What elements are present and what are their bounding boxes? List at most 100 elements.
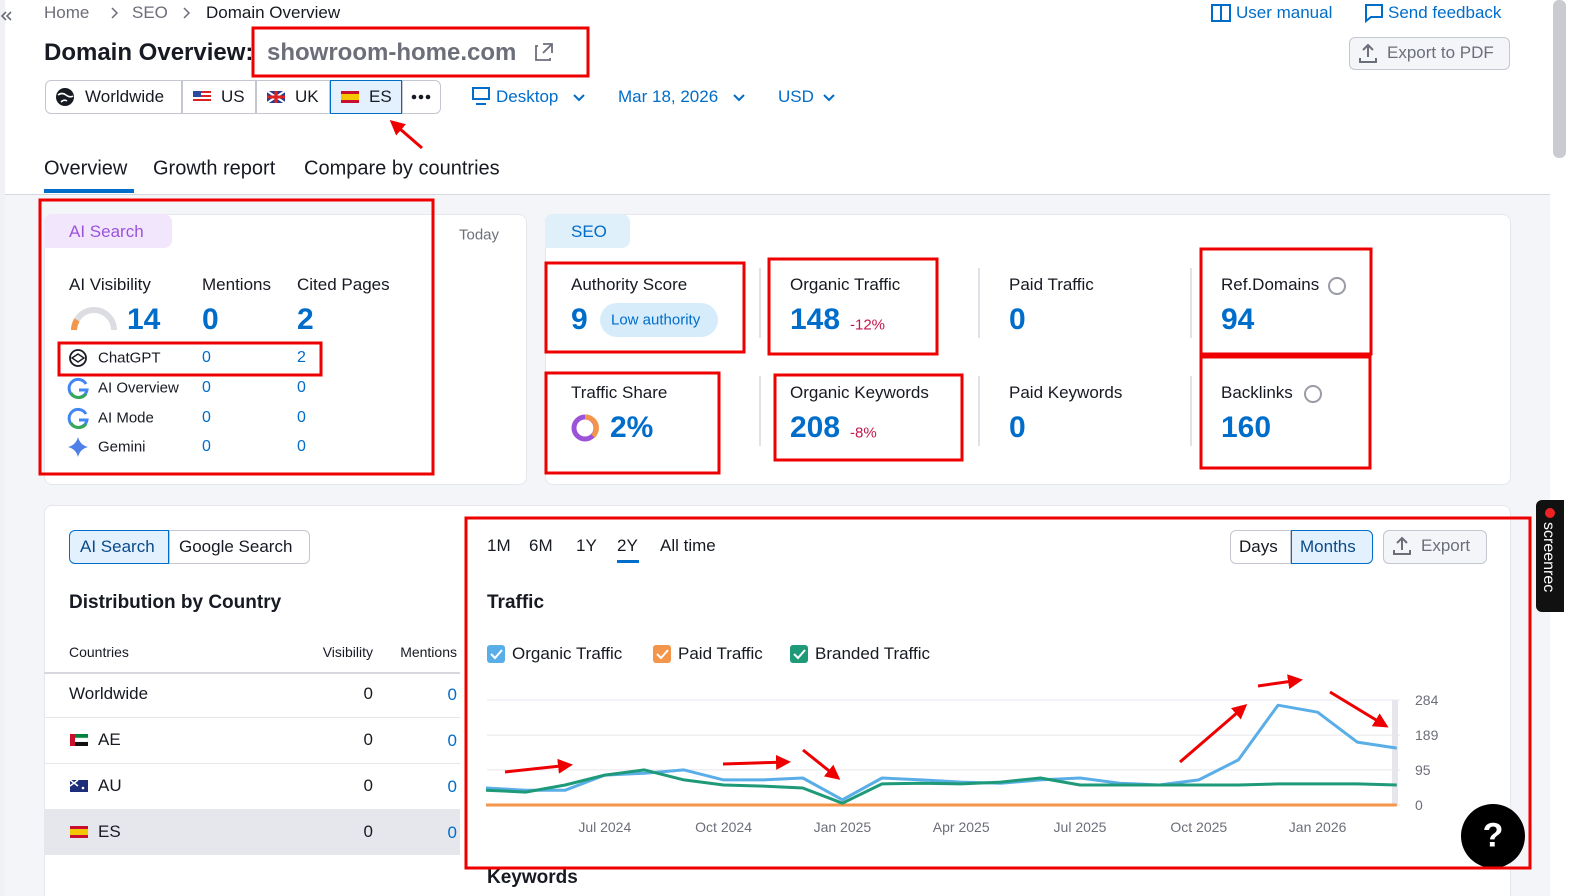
- granularity-label: Days: [1239, 537, 1278, 556]
- table-row-divider: [44, 763, 460, 764]
- toggle-button[interactable]: [169, 530, 310, 564]
- visibility-value: 0: [363, 776, 373, 795]
- platform-name: AI Overview: [98, 379, 179, 397]
- export-pdf-label: Export to PDF: [1387, 43, 1494, 62]
- section-title: Distribution by Country: [69, 592, 282, 613]
- tab[interactable]: Compare by countries: [304, 157, 500, 180]
- metric-change: -12%: [850, 316, 886, 334]
- metric-value[interactable]: 14: [127, 303, 161, 336]
- chevron-icon: [823, 94, 835, 102]
- chevron-icon: [733, 94, 745, 102]
- legend-label[interactable]: Organic Traffic: [512, 644, 623, 663]
- sidebar-edge: [0, 0, 5, 896]
- platform-mentions[interactable]: 0: [202, 438, 211, 455]
- range-underline: [617, 560, 639, 563]
- range-button[interactable]: 6M: [529, 536, 553, 555]
- seo-card: [545, 214, 1511, 485]
- tab-underline: [44, 189, 134, 193]
- seo-pill: [545, 214, 630, 248]
- region-label: US: [221, 87, 245, 106]
- tab[interactable]: Overview: [44, 157, 128, 180]
- visibility-value: 0: [363, 822, 373, 841]
- mentions-value[interactable]: 0: [447, 823, 457, 842]
- platform-cited-pages[interactable]: 0: [297, 409, 306, 426]
- user-manual-link[interactable]: User manual: [1236, 3, 1333, 22]
- device-select[interactable]: Desktop: [496, 87, 559, 106]
- country-name: Worldwide: [69, 684, 149, 703]
- region-label: Worldwide: [85, 87, 165, 106]
- metric-value[interactable]: 2%: [610, 411, 654, 444]
- breadcrumb-item[interactable]: SEO: [132, 3, 168, 22]
- authority-badge: Low authority: [611, 311, 701, 329]
- breadcrumb-item: Domain Overview: [206, 3, 341, 22]
- metric-value[interactable]: 160: [1221, 411, 1272, 444]
- metric-value[interactable]: 2: [297, 303, 314, 336]
- visibility-value: 0: [363, 684, 373, 703]
- region-button[interactable]: [182, 80, 256, 114]
- platform-cited-pages[interactable]: 2: [297, 349, 306, 366]
- currency-select[interactable]: USD: [778, 87, 814, 106]
- ai-search-label: AI Search: [69, 222, 144, 241]
- more-button[interactable]: [402, 80, 441, 114]
- feedback-icon: [1365, 4, 1383, 24]
- platform-cited-pages[interactable]: 0: [297, 438, 306, 455]
- metric-label: Paid Keywords: [1009, 383, 1123, 402]
- range-button[interactable]: 1Y: [576, 536, 597, 555]
- breadcrumb-separator: [111, 7, 119, 19]
- domain-link[interactable]: showroom-home.com: [267, 39, 517, 66]
- platform-mentions[interactable]: 0: [202, 379, 211, 396]
- external-link-icon: [535, 43, 553, 61]
- mentions-value[interactable]: 0: [447, 685, 457, 704]
- metric-label: Mentions: [202, 275, 271, 294]
- page-title: Domain Overview:: [44, 39, 254, 66]
- table-row-divider: [44, 717, 460, 718]
- platform-mentions[interactable]: 0: [202, 349, 211, 366]
- metric-change: -8%: [850, 424, 877, 442]
- metric-value[interactable]: 208: [790, 411, 841, 444]
- chart-title: Traffic: [487, 592, 545, 613]
- metric-value[interactable]: 0: [202, 303, 219, 336]
- screenrec-tab[interactable]: [1536, 500, 1564, 612]
- help-label[interactable]: ?: [1482, 816, 1504, 855]
- region-label: UK: [295, 87, 319, 106]
- metric-value[interactable]: 0: [1009, 303, 1026, 336]
- metric-value[interactable]: 0: [1009, 411, 1026, 444]
- column-header: Mentions: [400, 644, 457, 660]
- toggle-label: AI Search: [80, 537, 155, 556]
- column-header: Countries: [69, 644, 129, 660]
- divider: [5, 194, 1550, 195]
- metric-label: Ref.Domains: [1221, 275, 1320, 294]
- breadcrumb-separator: [183, 7, 191, 19]
- send-feedback-link[interactable]: Send feedback: [1388, 3, 1502, 22]
- metric-label: Traffic Share: [571, 383, 668, 402]
- metric-value[interactable]: 94: [1221, 303, 1255, 336]
- section-title: Keywords: [487, 867, 578, 888]
- manual-icon: [1211, 4, 1231, 22]
- chevron-icon: [573, 94, 585, 102]
- range-button[interactable]: 2Y: [617, 536, 638, 555]
- annotation-arrow: [389, 120, 423, 150]
- visibility-value: 0: [363, 730, 373, 749]
- mentions-value[interactable]: 0: [447, 777, 457, 796]
- metric-value[interactable]: 148: [790, 303, 841, 336]
- date-select[interactable]: Mar 18, 2026: [618, 87, 719, 106]
- metric-label: Organic Keywords: [790, 383, 929, 402]
- metric-value[interactable]: 9: [571, 303, 588, 336]
- legend-label[interactable]: Paid Traffic: [678, 644, 763, 663]
- toggle-button[interactable]: [69, 530, 169, 564]
- platform-cited-pages[interactable]: 0: [297, 379, 306, 396]
- desktop-icon: [472, 87, 490, 100]
- metric-label: Authority Score: [571, 275, 688, 294]
- tab[interactable]: Growth report: [153, 157, 276, 180]
- breadcrumb-item[interactable]: Home: [44, 3, 90, 22]
- mentions-value[interactable]: 0: [447, 731, 457, 750]
- platform-mentions[interactable]: 0: [202, 409, 211, 426]
- metric-label: Organic Traffic: [790, 275, 901, 294]
- table-row-selected: [44, 809, 460, 855]
- legend-label[interactable]: Branded Traffic: [815, 644, 930, 663]
- range-button[interactable]: All time: [660, 536, 716, 555]
- granularity-label: Months: [1300, 537, 1356, 556]
- range-button[interactable]: 1M: [487, 536, 511, 555]
- country-name: ES: [98, 822, 121, 841]
- country-name: AE: [98, 730, 121, 749]
